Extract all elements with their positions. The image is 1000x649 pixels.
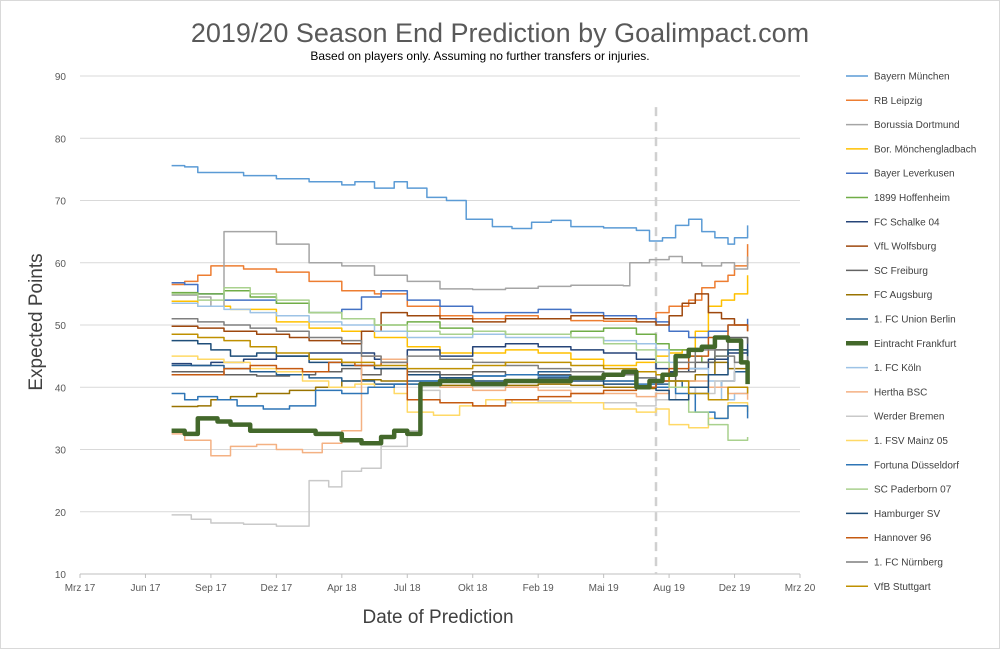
- x-tick-label: Mrz 17: [65, 583, 96, 594]
- legend-label: Werder Bremen: [874, 412, 944, 423]
- legend-entry-sc-paderborn-07: SC Paderborn 07: [846, 485, 952, 496]
- legend-label: Fortuna Düsseldorf: [874, 460, 959, 471]
- legend-entry-fc-schalke-04: FC Schalke 04: [846, 217, 940, 228]
- legend-entry-bayern-munchen: Bayern München: [846, 72, 950, 83]
- legend-entry-fc-augsburg: FC Augsburg: [846, 290, 932, 301]
- legend-label: SC Paderborn 07: [874, 485, 952, 496]
- series-line-1-fc-nurnberg: [171, 318, 749, 379]
- y-tick-label: 20: [55, 508, 67, 519]
- y-tick-label: 50: [55, 321, 67, 332]
- legend-label: Bor. Mönchengladbach: [874, 144, 976, 155]
- x-tick-label: Feb 19: [523, 583, 555, 594]
- series-lines: [171, 164, 750, 527]
- legend-label: Eintracht Frankfurt: [874, 339, 956, 350]
- y-axis-title: Expected Points: [26, 253, 47, 390]
- chart-subtitle: Based on players only. Assuming no furth…: [310, 49, 649, 63]
- series-line-sc-paderborn-07: [171, 286, 749, 441]
- legend-entry-1899-hoffenheim: 1899 Hoffenheim: [846, 193, 950, 204]
- legend-label: 1. FC Köln: [874, 363, 921, 374]
- series-line-bayern-munchen: [171, 164, 749, 245]
- legend-label: FC Augsburg: [874, 290, 932, 301]
- legend-label: Hamburger SV: [874, 509, 940, 520]
- legend-label: VfB Stuttgart: [874, 582, 931, 593]
- legend-entry-1-fsv-mainz-05: 1. FSV Mainz 05: [846, 436, 948, 447]
- legend-entry-bayer-leverkusen: Bayer Leverkusen: [846, 169, 955, 180]
- legend-entry-rb-leipzig: RB Leipzig: [846, 96, 922, 107]
- legend-label: Bayern München: [874, 72, 950, 83]
- x-tick-label: Jul 18: [394, 583, 421, 594]
- legend: Bayern München RB Leipzig Borussia Dortmun…: [846, 72, 976, 593]
- chart-title: 2019/20 Season End Prediction by Goalimp…: [191, 18, 809, 48]
- series-line-borussia-dortmund: [171, 230, 749, 308]
- legend-label: 1. FSV Mainz 05: [874, 436, 948, 447]
- legend-label: 1899 Hoffenheim: [874, 193, 950, 204]
- gridlines: [80, 75, 800, 575]
- x-tick-label: Dez 17: [261, 583, 293, 594]
- series-line-hannover-96: [171, 324, 749, 407]
- series-line-vfl-wolfsburg: [171, 293, 749, 345]
- x-tick-label: Mrz 20: [785, 583, 816, 594]
- legend-label: Bayer Leverkusen: [874, 169, 955, 180]
- legend-label: SC Freiburg: [874, 266, 928, 277]
- legend-label: FC Schalke 04: [874, 217, 940, 228]
- legend-label: VfL Wolfsburg: [874, 242, 936, 253]
- legend-entry-sc-freiburg: SC Freiburg: [846, 266, 928, 277]
- x-tick-label: Apr 18: [327, 583, 357, 594]
- legend-label: Hertha BSC: [874, 387, 927, 398]
- x-tick-label: Aug 19: [653, 583, 685, 594]
- series-line-fc-schalke-04: [171, 337, 749, 373]
- legend-entry-1-fc-koln: 1. FC Köln: [846, 363, 921, 374]
- legend-label: RB Leipzig: [874, 96, 922, 107]
- series-line-1-fc-koln: [171, 302, 749, 401]
- legend-entry-vfb-stuttgart: VfB Stuttgart: [846, 582, 931, 593]
- legend-entry-1-fc-nurnberg: 1. FC Nürnberg: [846, 558, 943, 569]
- y-tick-label: 60: [55, 259, 67, 270]
- y-tick-label: 90: [55, 72, 67, 83]
- legend-label: Hannover 96: [874, 533, 932, 544]
- x-tick-label: Jun 17: [130, 583, 160, 594]
- legend-label: Borussia Dortmund: [874, 120, 960, 131]
- legend-entry-fortuna-dusseldorf: Fortuna Düsseldorf: [846, 460, 959, 471]
- legend-entry-vfl-wolfsburg: VfL Wolfsburg: [846, 242, 936, 253]
- y-tick-label: 40: [55, 383, 67, 394]
- x-tick-labels: Mrz 17 Jun 17 Sep 17 Dez 17 Apr 18 Jul 18 Okt …: [65, 574, 816, 594]
- legend-entry-bor-monchengladbach: Bor. Mönchengladbach: [846, 144, 976, 155]
- series-line-vfb-stuttgart: [171, 333, 749, 401]
- x-axis-title: Date of Prediction: [362, 607, 513, 628]
- legend-entry-1-fc-union-berlin: 1. FC Union Berlin: [846, 315, 956, 326]
- legend-entry-hertha-bsc: Hertha BSC: [846, 387, 927, 398]
- series-line-1899-hoffenheim: [171, 290, 749, 364]
- series-line-bayer-leverkusen: [171, 281, 749, 339]
- legend-entry-borussia-dortmund: Borussia Dortmund: [846, 120, 960, 131]
- x-tick-label: Sep 17: [195, 583, 227, 594]
- y-tick-labels: 10 20 30 40 50 60 70 80 90: [55, 72, 67, 581]
- legend-entry-hannover-96: Hannover 96: [846, 533, 932, 544]
- y-tick-label: 10: [55, 570, 67, 581]
- series-line-1-fsv-mainz-05: [171, 355, 749, 429]
- legend-entry-werder-bremen: Werder Bremen: [846, 412, 944, 423]
- series-line-bor-monchengladbach: [171, 275, 749, 367]
- legend-label: 1. FC Nürnberg: [874, 558, 943, 569]
- y-tick-label: 30: [55, 446, 67, 457]
- x-tick-label: Mai 19: [589, 583, 619, 594]
- legend-label: 1. FC Union Berlin: [874, 315, 956, 326]
- legend-entry-hamburger-sv: Hamburger SV: [846, 509, 940, 520]
- x-tick-label: Okt 18: [458, 583, 488, 594]
- series-line-rb-leipzig: [171, 244, 749, 323]
- legend-entry-eintracht-frankfurt: Eintracht Frankfurt: [846, 339, 956, 350]
- x-tick-label: Dez 19: [719, 583, 751, 594]
- series-line-eintracht-frankfurt: [171, 335, 750, 446]
- y-tick-label: 80: [55, 134, 67, 145]
- y-tick-label: 70: [55, 197, 67, 208]
